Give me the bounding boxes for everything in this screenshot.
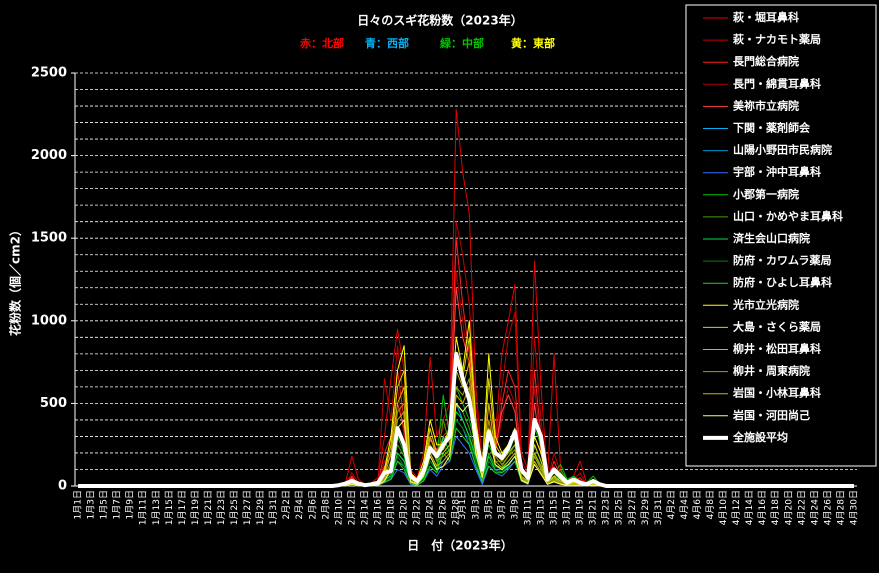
- x-tick-label: 1月11日: [138, 490, 149, 525]
- x-tick-label: 1月21日: [203, 490, 214, 525]
- legend-label: 柳井・周東病院: [733, 364, 810, 378]
- x-tick-label: 4月10日: [718, 490, 729, 525]
- x-tick-label: 4月18日: [770, 490, 781, 525]
- x-tick-label: 4月8日: [705, 490, 716, 519]
- x-tick-label: 3月21日: [588, 490, 599, 525]
- legend-label: 大島・さくら薬局: [733, 319, 821, 333]
- x-tick-label: 1月23日: [216, 490, 227, 525]
- legend-label: 防府・カワムラ薬局: [733, 253, 831, 267]
- y-tick-label: 2000: [31, 148, 67, 163]
- legend-label: 光市立光病院: [732, 297, 799, 311]
- x-axis-label: 日 付（2023年）: [407, 538, 512, 553]
- x-tick-label: 2月28日: [451, 490, 462, 525]
- region-label: 青：西部: [365, 36, 409, 50]
- y-tick-label: 2500: [31, 66, 67, 81]
- x-tick-label: 4月24日: [809, 490, 820, 525]
- legend: 萩・堀耳鼻科萩・ナカモト薬局長門総合病院長門・綿貫耳鼻科美祢市立病院下関・薬剤師…: [685, 4, 877, 467]
- x-tick-label: 1月25日: [229, 490, 240, 525]
- legend-label: 萩・堀耳鼻科: [732, 10, 799, 24]
- x-tick-label: 1月27日: [242, 490, 253, 525]
- region-label: 黄：東部: [511, 36, 555, 50]
- x-tick-label: 1月17日: [177, 490, 188, 525]
- x-tick-label: 1月29日: [255, 490, 266, 525]
- x-tick-label: 3月27日: [627, 490, 638, 525]
- x-tick-label: 4月6日: [692, 490, 703, 519]
- legend-label: 長門・綿貫耳鼻科: [733, 76, 821, 90]
- legend-label: 下関・薬剤師会: [733, 121, 811, 135]
- x-tick-label: 3月1日: [457, 490, 468, 519]
- y-tick-label: 1000: [31, 313, 67, 328]
- y-axis-label: 花粉数（個／cm2）: [8, 224, 23, 336]
- x-tick-label: 4月30日: [849, 490, 860, 525]
- x-tick-label: 3月15日: [549, 490, 560, 525]
- x-tick-label: 4月26日: [822, 490, 833, 525]
- x-tick-label: 1月31日: [268, 490, 279, 525]
- legend-label: 山口・かめやま耳鼻科: [733, 209, 843, 223]
- x-tick-label: 2月14日: [359, 490, 370, 525]
- legend-label: 山陽小野田市民病院: [733, 143, 832, 157]
- series-line: [78, 351, 854, 488]
- legend-label: 全施設平均: [732, 430, 788, 444]
- x-tick-label: 3月9日: [509, 490, 520, 519]
- x-tick-label: 3月11日: [522, 490, 533, 525]
- x-tick-label: 4月4日: [679, 490, 690, 519]
- x-tick-label: 1月13日: [151, 490, 162, 525]
- x-tick-label: 1月19日: [190, 490, 201, 525]
- x-tick-label: 4月20日: [783, 490, 794, 525]
- y-tick-label: 0: [58, 479, 67, 494]
- legend-label: 防府・ひよし耳鼻科: [733, 275, 832, 289]
- x-tick-label: 2月4日: [294, 490, 305, 519]
- x-tick-label: 3月25日: [614, 490, 625, 525]
- x-tick-label: 3月31日: [653, 490, 664, 525]
- x-tick-label: 4月28日: [835, 490, 846, 525]
- x-tick-label: 2月16日: [372, 490, 383, 525]
- x-tick-label: 2月6日: [307, 490, 318, 519]
- legend-label: 済生会山口病院: [733, 231, 810, 245]
- legend-label: 萩・ナカモト薬局: [732, 32, 821, 46]
- x-tick-label: 1月1日: [73, 490, 84, 519]
- legend-label: 岩国・河田尚己: [732, 408, 810, 422]
- x-tick-label: 2月2日: [281, 490, 292, 519]
- x-tick-label: 2月18日: [386, 490, 397, 525]
- x-tick-label: 1月15日: [164, 490, 175, 525]
- x-tick-label: 2月20日: [399, 490, 410, 525]
- legend-label: 美祢市立病院: [733, 98, 799, 112]
- y-tick-label: 500: [40, 396, 67, 411]
- x-tick-label: 2月26日: [438, 490, 449, 525]
- x-tick-label: 4月2日: [666, 490, 677, 519]
- x-tick-label: 4月12日: [731, 490, 742, 525]
- x-tick-label: 3月17日: [562, 490, 573, 525]
- region-label: 緑：中部: [440, 36, 484, 50]
- x-tick-label: 1月5日: [99, 490, 110, 519]
- x-tick-label: 3月23日: [601, 490, 612, 525]
- x-tick-label: 3月29日: [640, 490, 651, 525]
- x-tick-label: 4月22日: [796, 490, 807, 525]
- x-tick-label: 4月16日: [757, 490, 768, 525]
- x-tick-label: 2月24日: [425, 490, 436, 525]
- x-tick-label: 3月5日: [483, 490, 494, 519]
- x-tick-label: 2月22日: [412, 490, 423, 525]
- x-tick-label: 1月7日: [112, 490, 123, 519]
- legend-label: 小郡第一病院: [732, 187, 799, 201]
- legend-label: 岩国・小林耳鼻科: [732, 386, 821, 400]
- x-tick-label: 1月9日: [125, 490, 136, 519]
- x-tick-label: 4月14日: [744, 490, 755, 525]
- x-tick-label: 1月3日: [86, 490, 97, 519]
- x-tick-label: 3月7日: [496, 490, 507, 519]
- x-tick-label: 2月8日: [320, 490, 331, 519]
- x-tick-label: 3月3日: [470, 490, 481, 519]
- legend-label: 長門総合病院: [733, 54, 799, 68]
- legend-label: 柳井・松田耳鼻科: [733, 342, 821, 356]
- legend-box: [685, 4, 877, 467]
- legend-label: 宇部・沖中耳鼻科: [733, 165, 821, 179]
- chart-title: 日々のスギ花粉数（2023年）: [357, 13, 522, 28]
- x-tick-label: 3月13日: [535, 490, 546, 525]
- x-tick-label: 3月19日: [575, 490, 586, 525]
- x-tick-label: 2月12日: [346, 490, 357, 525]
- region-label: 赤：北部: [300, 36, 344, 50]
- x-tick-label: 2月10日: [333, 490, 344, 525]
- y-tick-label: 1500: [31, 231, 67, 246]
